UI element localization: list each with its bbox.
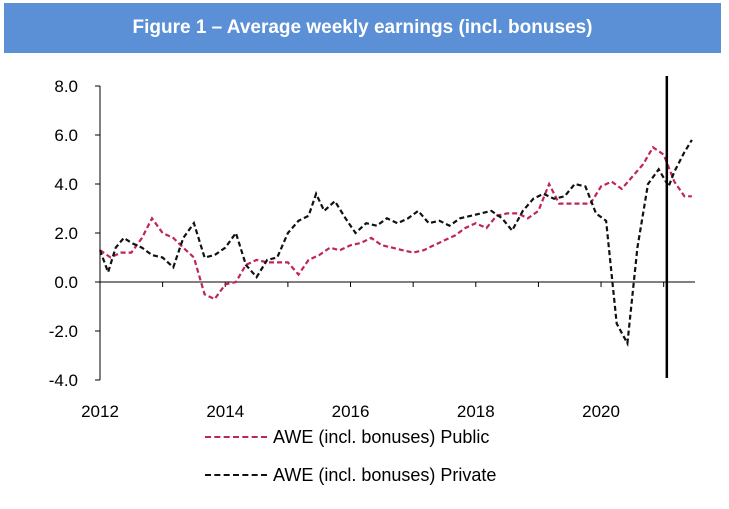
y-tick-label-3: 2.0 [54, 224, 78, 243]
y-tick-label-1: 6.0 [54, 126, 78, 145]
y-tick-label-6: -4.0 [49, 371, 78, 390]
legend-label-private: AWE (incl. bonuses) Private [273, 464, 497, 485]
legend-label-public: AWE (incl. bonuses) Public [273, 426, 490, 447]
series-line-private [98, 139, 693, 347]
x-tick-label-0: 2012 [81, 402, 119, 421]
y-tick-label-2: 4.0 [54, 175, 78, 194]
y-tick-label-4: 0.0 [54, 273, 78, 292]
chart-title-bar: Figure 1 – Average weekly earnings (incl… [4, 3, 721, 53]
legend-swatch-public [205, 436, 267, 438]
x-tick-label-4: 2020 [582, 402, 620, 421]
legend-item-private: AWE (incl. bonuses) Private [205, 463, 496, 487]
series-line-public [99, 145, 692, 301]
chart-title: Figure 1 – Average weekly earnings (incl… [132, 17, 593, 38]
legend-item-public: AWE (incl. bonuses) Public [205, 425, 496, 449]
legend: AWE (incl. bonuses) Public AWE (incl. bo… [205, 425, 496, 501]
legend-swatch-private [205, 474, 267, 476]
x-tick-label-3: 2018 [457, 402, 495, 421]
x-tick-label-2: 2016 [332, 402, 370, 421]
y-tick-label-5: -2.0 [49, 322, 78, 341]
x-tick-label-1: 2014 [206, 402, 244, 421]
y-tick-label-0: 8.0 [54, 77, 78, 96]
